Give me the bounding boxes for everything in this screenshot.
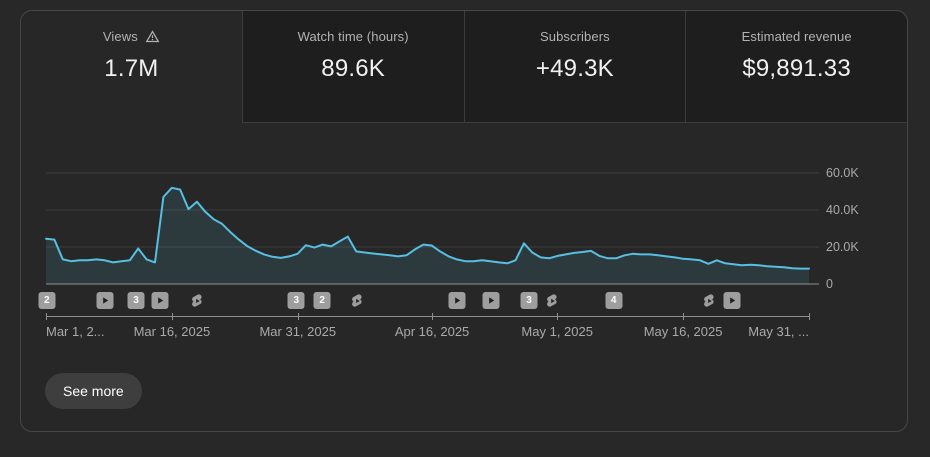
axis-tick — [557, 313, 559, 320]
tab-subscribers-value: +49.3K — [535, 55, 614, 82]
upload-count-badge[interactable]: 4 — [605, 292, 623, 309]
upload-count-badge[interactable]: 2 — [38, 292, 56, 309]
tab-subscribers[interactable]: Subscribers +49.3K — [463, 11, 686, 123]
axis-tick — [809, 313, 810, 320]
short-upload-marker[interactable] — [189, 292, 206, 309]
warning-icon[interactable] — [145, 29, 160, 44]
video-upload-marker[interactable] — [482, 292, 500, 309]
tab-views[interactable]: Views 1.7M — [21, 11, 242, 123]
upload-count-badge[interactable]: 3 — [127, 292, 145, 309]
axis-tick — [171, 313, 173, 320]
video-play-icon — [102, 297, 108, 304]
video-upload-marker[interactable] — [448, 292, 466, 309]
x-axis-label: May 31, ... — [748, 324, 809, 339]
y-axis-label: 0 — [826, 277, 833, 291]
tab-views-value: 1.7M — [104, 55, 159, 82]
series-line — [45, 186, 810, 270]
video-play-icon — [455, 297, 461, 304]
tab-subscribers-header: Subscribers — [540, 29, 610, 44]
tab-estimated-revenue-value: $9,891.33 — [742, 55, 851, 82]
axis-tick — [432, 313, 434, 320]
short-upload-marker[interactable] — [349, 292, 366, 309]
video-play-icon — [488, 297, 495, 304]
y-axis-label: 40.0K — [826, 203, 859, 217]
axis-tick — [683, 313, 685, 320]
x-axis-label: May 16, 2025 — [643, 324, 723, 339]
x-axis-label: Apr 16, 2025 — [394, 324, 470, 339]
video-play-icon — [730, 297, 736, 304]
x-axis-label: Mar 31, 2025 — [259, 324, 337, 339]
metric-tabs: Views 1.7M Watch time (hours) 89.6K Subs… — [21, 11, 907, 123]
x-axis-label: Mar 16, 2025 — [133, 324, 211, 339]
upload-count-badge[interactable]: 3 — [287, 292, 305, 309]
x-axis-line — [46, 316, 809, 317]
series-area-fill — [46, 187, 809, 284]
upload-count-badge[interactable]: 3 — [520, 292, 538, 309]
tab-watch-time-header: Watch time (hours) — [298, 29, 409, 44]
shorts-icon — [547, 293, 557, 307]
y-axis-label: 60.0K — [826, 166, 859, 180]
short-upload-marker[interactable] — [544, 292, 561, 309]
tab-estimated-revenue-label: Estimated revenue — [741, 29, 852, 44]
axis-tick — [46, 313, 47, 320]
shorts-icon — [703, 293, 714, 307]
tab-watch-time-label: Watch time (hours) — [297, 29, 409, 44]
x-axis-label: Mar 1, 2... — [46, 324, 105, 339]
tab-subscribers-label: Subscribers — [540, 29, 610, 44]
tab-watch-time-value: 89.6K — [321, 55, 385, 82]
analytics-card: Views 1.7M Watch time (hours) 89.6K Subs… — [20, 10, 908, 432]
tab-estimated-revenue[interactable]: Estimated revenue $9,891.33 — [685, 11, 907, 123]
video-upload-marker[interactable] — [96, 292, 114, 309]
shorts-icon — [351, 293, 362, 307]
tab-views-header: Views — [103, 29, 160, 44]
tab-views-label: Views — [102, 29, 138, 44]
chart-canvas — [45, 172, 819, 285]
axis-tick — [297, 313, 299, 320]
tab-estimated-revenue-header: Estimated revenue — [742, 29, 852, 44]
video-play-icon — [157, 297, 163, 304]
y-axis-label: 20.0K — [826, 240, 859, 254]
x-axis-label: May 1, 2025 — [521, 324, 593, 339]
video-upload-marker[interactable] — [151, 292, 169, 309]
views-area-chart[interactable] — [45, 151, 819, 285]
short-upload-marker[interactable] — [701, 292, 718, 309]
see-more-button[interactable]: See more — [45, 373, 142, 409]
tab-watch-time[interactable]: Watch time (hours) 89.6K — [241, 11, 464, 123]
upload-count-badge[interactable]: 2 — [313, 292, 331, 309]
video-upload-marker[interactable] — [723, 292, 741, 309]
shorts-icon — [191, 293, 202, 307]
